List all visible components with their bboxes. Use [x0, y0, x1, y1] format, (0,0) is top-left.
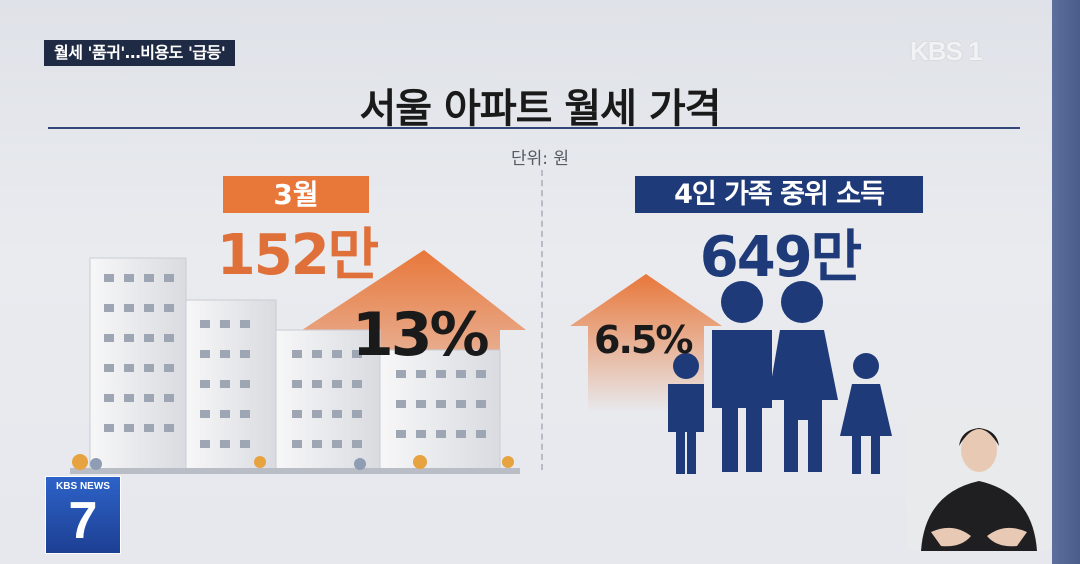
month-badge: 3월 [223, 176, 369, 213]
rent-increase-percent: 13% [352, 300, 490, 370]
right-edge-stripe [1052, 0, 1080, 564]
broadcaster-logo: KBS 1 [910, 36, 983, 66]
income-value: 649만 [699, 225, 862, 290]
interpreter-figure [921, 428, 1037, 551]
page-title: 서울 아파트 월세 가격 [359, 86, 722, 132]
panel-divider [541, 170, 543, 470]
apartment-building-icon [70, 250, 526, 474]
sign-language-interpreter [907, 406, 1052, 551]
headline-tag: 월세 '품귀'…비용도 '급등' [44, 40, 236, 66]
news-logo-number: 7 [68, 492, 98, 550]
title-divider [48, 127, 1020, 129]
income-badge: 4인 가족 중위 소득 [635, 176, 923, 213]
news-logo-name: KBS NEWS [56, 481, 110, 492]
family-icon [570, 274, 892, 474]
unit-label: 단위: 원 [510, 149, 570, 169]
income-increase-percent: 6.5% [594, 318, 693, 362]
rent-value: 152만 [216, 223, 379, 288]
news-program-logo: KBS NEWS 7 [45, 476, 121, 554]
